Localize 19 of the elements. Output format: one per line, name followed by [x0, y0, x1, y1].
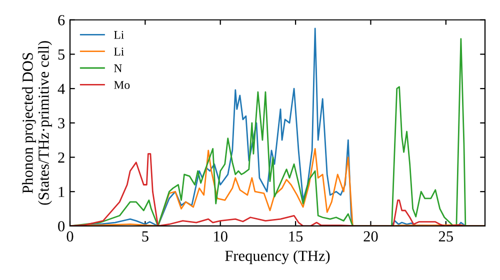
- legend-label: Li: [114, 30, 124, 39]
- y-tick-label: 0: [58, 221, 65, 232]
- y-tick-label: 2: [58, 152, 64, 163]
- y-axis-title: Phonon projected DOS (States/THz·primitive cell): [22, 41, 52, 205]
- legend-label: N: [114, 64, 122, 72]
- x-tick-label: 15: [289, 231, 303, 242]
- x-tick-label: 10: [214, 231, 228, 242]
- y-tick-label: 5: [58, 50, 65, 60]
- x-tick-label: 20: [364, 231, 378, 242]
- y-tick-label: 4: [58, 84, 65, 94]
- y-tick-label: 1: [58, 186, 64, 197]
- legend-label: Li: [114, 48, 124, 56]
- x-tick-label: 0: [66, 231, 74, 242]
- y-tick-label: 3: [58, 118, 65, 128]
- x-tick-label: 5: [142, 231, 148, 242]
- x-tick-label: 25: [438, 231, 453, 242]
- x-axis-title: Frequency (THz): [225, 250, 330, 264]
- y-tick-label: 6: [58, 15, 65, 26]
- legend-label: Mo: [114, 81, 130, 89]
